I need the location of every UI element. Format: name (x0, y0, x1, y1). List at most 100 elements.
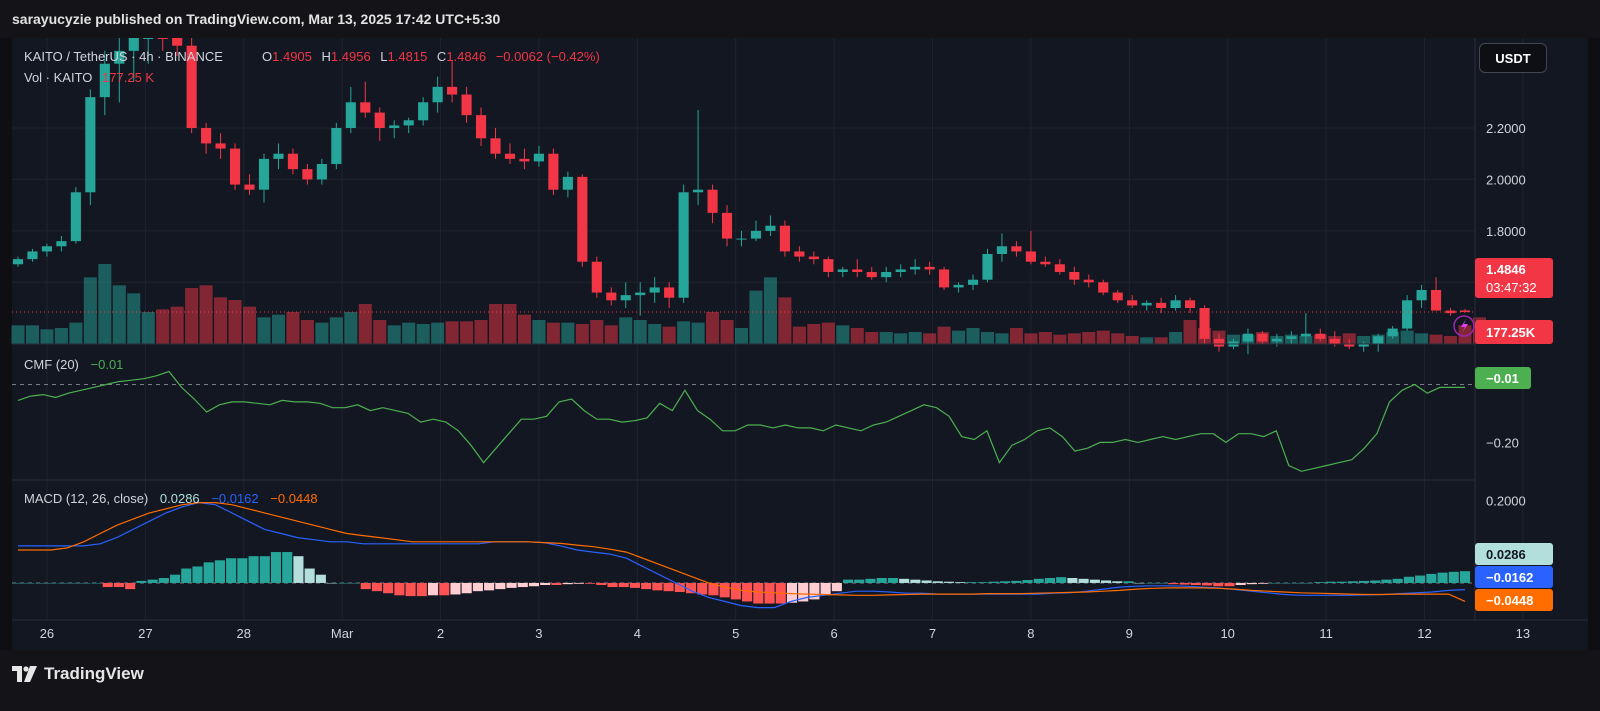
candle-body-20 (302, 169, 313, 180)
candle-75 (1098, 279, 1109, 296)
macd-hist-bar-49 (562, 582, 573, 585)
macd-hist-bar-36 (416, 582, 427, 597)
macd-badge-value[interactable]: 0.0286 (1475, 543, 1553, 565)
time-tick-7: 5 (732, 626, 739, 641)
macd-hist-bar-3 (46, 582, 57, 584)
candle-body-66 (967, 279, 979, 285)
candle-body-26 (389, 125, 400, 128)
macd-hist-bar-89 (1011, 580, 1022, 583)
macd-hist-bar-1 (24, 582, 35, 584)
candle-4 (70, 187, 81, 244)
price-badge-countdown: 03:47:32 (1486, 280, 1537, 295)
volume-bar-92 (1342, 333, 1356, 344)
volume-bar-43 (633, 320, 647, 344)
candle-79 (1156, 297, 1167, 314)
price-badge[interactable]: 1.4846 03:47:32 (1475, 258, 1553, 298)
macd-hist-bar-6 (80, 582, 91, 584)
time-tick-8: 6 (830, 626, 837, 641)
volume-bar-3 (54, 328, 68, 344)
candle-41 (606, 287, 617, 306)
time-tick-13: 11 (1319, 626, 1333, 641)
price-badge-value: 1.4846 (1486, 262, 1526, 277)
volume-bar-4 (69, 322, 83, 344)
macd-hist-bar-39 (450, 582, 461, 595)
legend-c-value: 1.4846 (446, 49, 486, 64)
candle-body-37 (548, 153, 559, 190)
legend-macd-value: 0.0286 (160, 491, 200, 506)
macd-hist-bar-76 (865, 578, 876, 583)
volume-bar-28 (416, 324, 430, 344)
macd-hist-bar-88 (1000, 581, 1011, 583)
candle-body-92 (1344, 344, 1355, 347)
macd-hist-bar-121 (1370, 580, 1381, 583)
time-tick-15: 13 (1516, 626, 1530, 641)
candle-30 (447, 61, 458, 103)
volume-bar-32 (474, 320, 488, 344)
candle-53 (779, 220, 790, 257)
candle-body-100 (1459, 310, 1471, 312)
macd-hist-bar-14 (169, 574, 181, 583)
macd-hist-bar-77 (876, 578, 887, 583)
candle-69 (1011, 241, 1022, 257)
macd-hist-bar-40 (461, 582, 472, 594)
candle-93 (1358, 341, 1369, 352)
candle-body-6 (99, 63, 110, 98)
macd-hist-bar-105 (1190, 582, 1201, 585)
macd-hist-bar-10 (125, 582, 136, 590)
macd-hist-bar-97 (1101, 580, 1112, 583)
macd-hist-bar-73 (831, 582, 842, 592)
macd-hist-bar-96 (1089, 579, 1100, 583)
candle-body-75 (1098, 282, 1109, 293)
volume-bar-73 (1067, 333, 1081, 344)
candle-13 (201, 122, 212, 154)
legend-macd-label: MACD (12, 26, close) (24, 491, 148, 506)
volume-bar-50 (734, 328, 749, 344)
volume-bar-37 (546, 322, 560, 344)
candle-body-1 (27, 251, 38, 260)
candle-21 (316, 158, 327, 185)
volume-bar-42 (619, 317, 633, 344)
candle-35 (519, 148, 530, 170)
cmf-badge[interactable]: −0.01 (1475, 367, 1531, 389)
legend-o-value: 1.4905 (272, 49, 312, 64)
candle-body-23 (345, 102, 356, 128)
candle-body-19 (287, 153, 298, 170)
candle-body-70 (1025, 251, 1036, 262)
candle-23 (345, 86, 356, 134)
volume-bar-31 (460, 321, 474, 344)
candle-body-22 (331, 128, 342, 164)
candle-57 (837, 266, 848, 278)
candle-59 (866, 266, 877, 280)
macd-hist-bar-74 (843, 579, 854, 583)
macd-hist-bar-57 (652, 582, 663, 591)
candle-97 (1416, 284, 1427, 308)
candle-1 (27, 248, 38, 262)
macd-hist-bar-124 (1403, 576, 1414, 583)
volume-badge[interactable]: 177.25K (1475, 320, 1553, 344)
legend-vol-label: Vol · KAITO (24, 70, 92, 85)
currency-button[interactable]: USDT (1479, 43, 1547, 73)
volume-badge-value: 177.25K (1486, 325, 1536, 340)
volume-bar-98 (1429, 334, 1443, 344)
legend-cmf-label: CMF (20) (24, 357, 79, 372)
macd-hist-bar-119 (1347, 581, 1358, 583)
tradingview-logo[interactable]: TradingView (12, 664, 144, 684)
candle-86 (1257, 331, 1268, 344)
candle-60 (881, 266, 892, 283)
candle-body-12 (186, 45, 197, 128)
legend-l-value: 1.4815 (388, 49, 428, 64)
macd-hist-bar-95 (1078, 578, 1089, 583)
macd-badge-hist[interactable]: −0.0448 (1475, 589, 1553, 611)
macd-hist-bar-23 (270, 552, 282, 583)
volume-bar-48 (706, 312, 720, 344)
macd-hist-bar-71 (809, 582, 820, 600)
candle-66 (967, 274, 979, 290)
volume-bar-18 (271, 314, 285, 344)
macd-hist-bar-111 (1258, 582, 1269, 584)
time-tick-12: 10 (1220, 626, 1234, 641)
candle-body-91 (1329, 338, 1340, 344)
time-tick-6: 4 (634, 626, 641, 641)
macd-badge-signal[interactable]: −0.0162 (1475, 566, 1553, 588)
alert-icon[interactable] (1453, 315, 1475, 337)
